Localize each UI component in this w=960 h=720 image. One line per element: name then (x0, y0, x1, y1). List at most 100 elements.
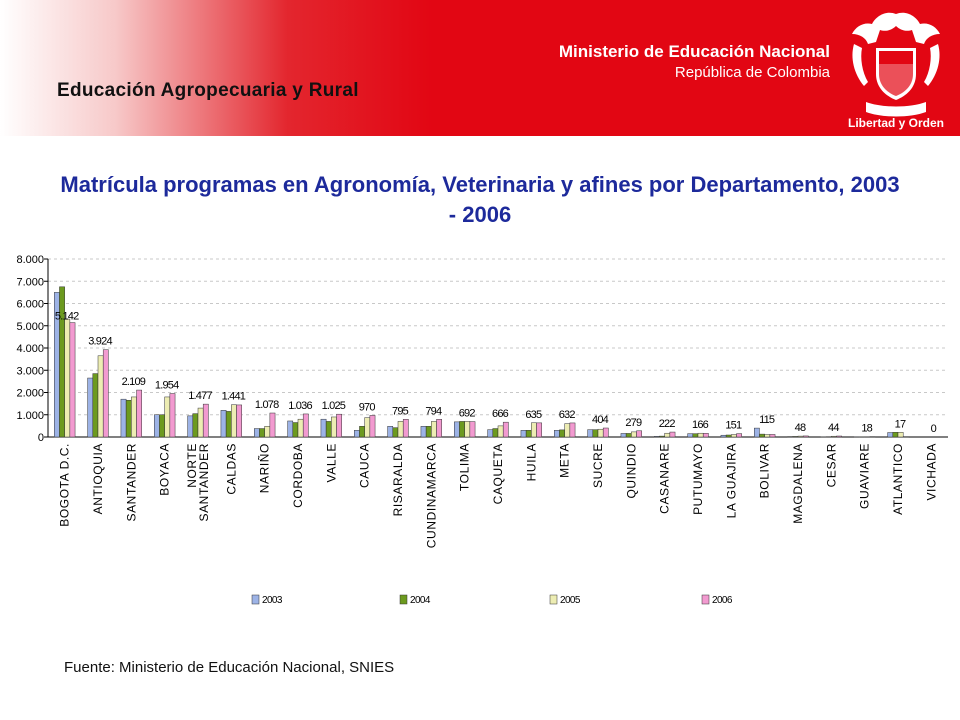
x-tick-label: MAGDALENA (791, 443, 805, 524)
x-tick-label: CASANARE (658, 443, 672, 514)
x-tick-label: NARIÑO (258, 443, 272, 493)
data-label: 970 (359, 401, 376, 413)
data-label: 1.036 (288, 400, 312, 412)
y-tick-label: 3.000 (16, 365, 44, 377)
bar-2006-22 (769, 434, 776, 438)
bar-2006-20 (702, 433, 709, 438)
data-label: 17 (895, 418, 906, 430)
data-label: 279 (625, 417, 642, 429)
x-tick-label: SANTANDER (197, 443, 211, 522)
bar-2004-12 (425, 426, 432, 438)
source-note: Fuente: Ministerio de Educación Nacional… (64, 659, 395, 676)
bar-2004-7 (259, 428, 265, 438)
bar-2005-4 (164, 396, 171, 438)
bar-2003-13 (454, 421, 460, 438)
bar-2003-8 (287, 420, 294, 438)
bar-2006-12 (436, 419, 442, 438)
bar-2004-11 (392, 427, 399, 438)
bar-2005-8 (297, 418, 304, 438)
bar-2005-12 (431, 421, 437, 438)
bar-2005-11 (397, 421, 404, 438)
bar-2004-13 (459, 421, 465, 438)
x-tick-label: CAUCA (358, 443, 372, 488)
bar-2005-7 (264, 426, 271, 438)
bar-2004-1 (59, 286, 65, 438)
legend-label: 2006 (712, 595, 733, 606)
x-tick-label: VALLE (324, 443, 338, 482)
bar-2006-15 (536, 422, 542, 438)
y-tick-label: 2.000 (16, 388, 44, 400)
data-label: 166 (692, 419, 709, 431)
x-tick-label: GUAVIARE (858, 443, 872, 509)
bar-2006-13 (469, 421, 476, 438)
bar-2006-14 (502, 421, 509, 438)
bar-2003-20 (687, 433, 694, 438)
bar-2006-11 (402, 419, 409, 438)
x-tick-label: RISARALDA (391, 443, 405, 516)
bar-2006-4 (169, 393, 176, 438)
data-label: 794 (425, 405, 442, 417)
bar-2005-16 (564, 423, 571, 438)
bar-2006-9 (336, 413, 342, 438)
bar-2006-21 (736, 433, 742, 438)
x-tick-label: CALDAS (224, 443, 238, 495)
legend-swatch (549, 594, 558, 605)
x-tick-label: SUCRE (591, 443, 605, 488)
y-tick-label: 6.000 (16, 299, 44, 311)
bar-2003-11 (387, 426, 394, 438)
bar-chart: 0 1.000 2.000 3.000 4.000 5.000 6.000 7.000 8.00… (16, 254, 948, 606)
x-tick-label: LA GUAJIRA (724, 443, 738, 518)
bar-2004-21 (725, 434, 732, 438)
bar-2003-10 (354, 430, 360, 438)
bar-2004-23 (792, 436, 799, 438)
bar-2006-8 (302, 413, 309, 438)
bar-2004-4 (159, 414, 165, 438)
bar-2005-3 (131, 396, 137, 438)
legend-swatch (251, 594, 260, 605)
bar-2003-14 (487, 429, 494, 438)
bar-2004-3 (125, 400, 132, 438)
data-label: 632 (559, 409, 576, 421)
header-banner (0, 0, 960, 136)
data-label: 666 (492, 408, 509, 420)
x-tick-label: ATLANTICO (891, 443, 905, 515)
y-tick-label: 7.000 (16, 276, 44, 288)
bar-2004-20 (692, 433, 699, 438)
bar-2003-7 (254, 428, 260, 438)
bar-2003-26 (887, 432, 894, 438)
bar-2005-10 (364, 417, 371, 438)
data-label: 635 (525, 409, 542, 421)
bar-2004-22 (759, 433, 765, 438)
bar-2003-4 (154, 414, 160, 438)
bar-2003-15 (520, 430, 527, 438)
bar-2005-24 (831, 435, 837, 438)
legend-label: 2004 (410, 595, 431, 606)
bar-2006-6 (236, 404, 242, 438)
data-label: 3.924 (88, 336, 112, 348)
chart-bars (54, 286, 909, 438)
bar-2005-22 (764, 434, 771, 438)
bar-2005-9 (331, 416, 337, 438)
bar-2004-17 (592, 429, 599, 438)
bar-2004-8 (292, 422, 299, 438)
data-label: 2.109 (122, 376, 146, 388)
bar-2004-14 (492, 428, 499, 438)
legend-label: 2003 (262, 595, 283, 606)
bar-2004-6 (225, 411, 232, 438)
x-tick-label: HUILA (524, 443, 538, 481)
data-label: 404 (592, 414, 609, 426)
country-name: República de Colombia (674, 64, 830, 81)
bar-2005-1 (64, 318, 71, 438)
y-tick-label: 5.000 (16, 321, 44, 333)
chart-title: Matrícula programas en Agronomía, Veteri… (60, 172, 900, 227)
bar-2005-6 (231, 404, 237, 438)
x-tick-label: ANTIOQUIA (91, 443, 105, 514)
bar-2004-18 (625, 433, 632, 438)
x-tick-label: BOGOTA D.C. (58, 443, 72, 527)
bar-2004-9 (325, 421, 332, 438)
data-label: 1.954 (155, 380, 179, 392)
data-label: 18 (861, 423, 872, 435)
bar-2005-2 (97, 355, 104, 438)
bar-2005-17 (597, 428, 604, 438)
bar-2003-9 (320, 418, 327, 438)
